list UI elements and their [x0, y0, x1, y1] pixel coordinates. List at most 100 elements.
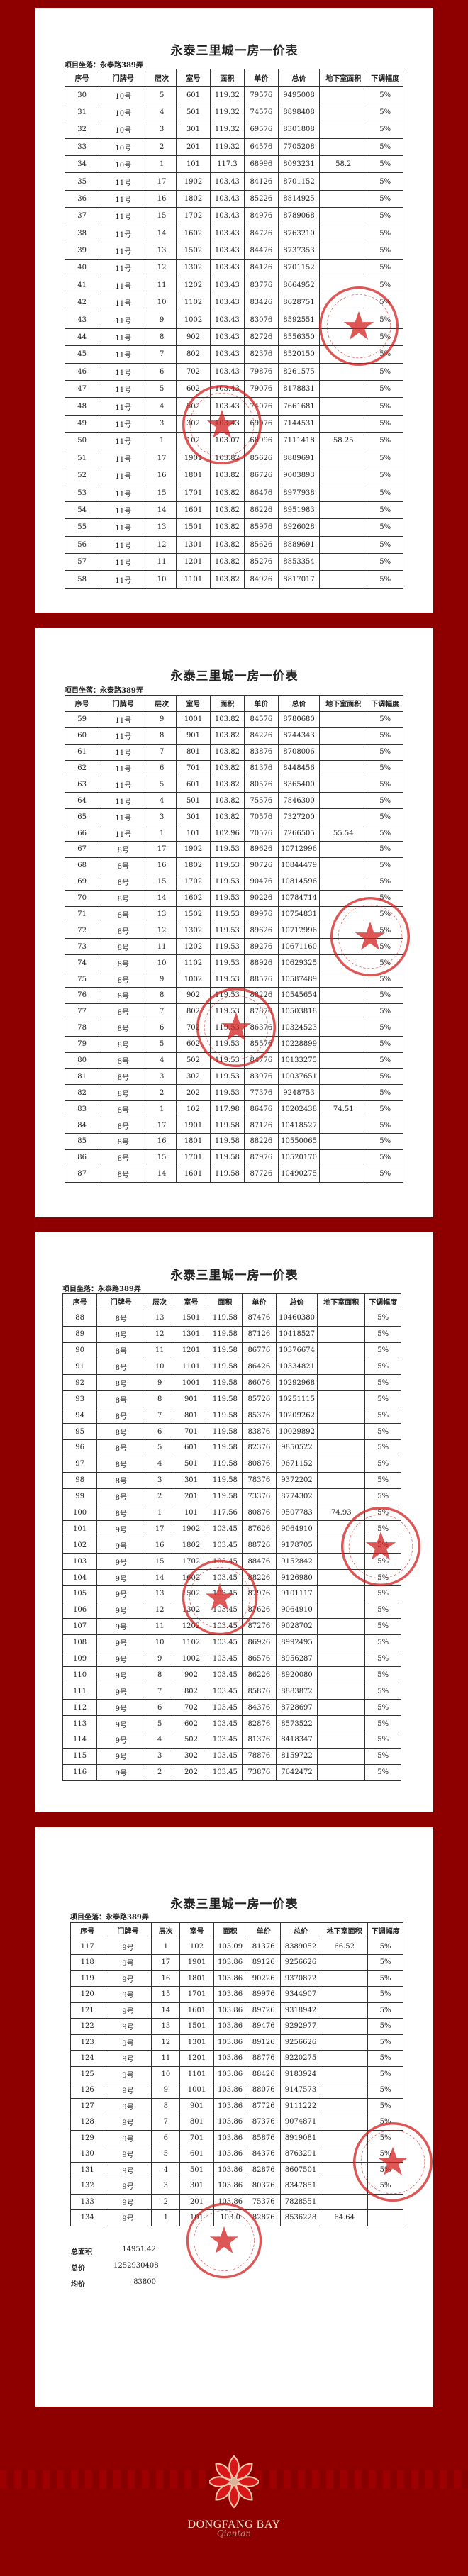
cell-building: 9号 [104, 2082, 152, 2099]
cell-total-price: 7327200 [277, 808, 321, 826]
cell-discount: 5% [367, 743, 403, 761]
table-row: 31 10号 4 501 119.32 74576 8898408 5% [64, 103, 403, 122]
cell-seq: 65 [64, 808, 100, 826]
cell-discount: 5% [364, 1520, 401, 1538]
cell-discount: 5% [367, 2034, 403, 2051]
cell-total-price: 7111418 [277, 432, 321, 450]
cell-area: 103.45 [208, 1699, 243, 1717]
cell-unit-price: 84926 [243, 570, 279, 589]
cell-seq: 95 [62, 1423, 98, 1441]
cell-area: 103.45 [208, 1715, 243, 1733]
cell-building: 11号 [99, 276, 148, 295]
cell-floor: 11 [147, 552, 177, 571]
cell-floor: 11 [147, 938, 177, 956]
cell-total-price: 8744343 [277, 727, 321, 745]
cell-basement-area [319, 1117, 368, 1134]
table-row: 91 8号 10 1101 119.58 86426 10334821 5% [62, 1358, 401, 1376]
cell-discount: 5% [367, 518, 403, 537]
cell-total-price: 10228899 [277, 1035, 321, 1053]
column-header-building: 门牌号 [96, 1293, 146, 1310]
cell-seq: 134 [69, 2209, 105, 2226]
cell-building: 9号 [96, 1585, 146, 1602]
cell-discount: 5% [367, 2178, 403, 2195]
cell-total-price: 8817017 [277, 570, 321, 589]
cell-room: 1502 [173, 1585, 209, 1602]
table-row: 60 11号 8 901 103.82 84226 8744343 5% [64, 727, 403, 745]
cell-seq: 59 [64, 710, 100, 728]
cell-total-price: 8883872 [275, 1683, 318, 1700]
cell-floor: 10 [147, 954, 177, 972]
cell-basement-area: 58.25 [319, 432, 368, 450]
table-row: 44 11号 8 902 103.43 82726 8556350 5% [64, 328, 403, 347]
cell-discount: 5% [364, 1309, 401, 1327]
cell-room: 1602 [173, 1569, 209, 1587]
cell-discount: 5% [367, 2050, 403, 2067]
cell-room: 1001 [179, 2082, 214, 2099]
cell-unit-price: 74576 [243, 103, 279, 122]
cell-basement-area [317, 1488, 366, 1505]
cell-building: 8号 [96, 1471, 146, 1489]
cell-floor: 5 [145, 1439, 174, 1456]
cell-room: 1002 [175, 311, 211, 329]
cell-floor: 7 [147, 1003, 177, 1020]
cell-floor: 8 [147, 328, 177, 347]
table-row: 101 9号 17 1902 103.45 87626 9064910 5% [62, 1520, 401, 1538]
cell-floor: 13 [147, 518, 177, 537]
cell-total-price: 8573522 [275, 1715, 318, 1733]
cell-building: 8号 [99, 987, 148, 1004]
cell-basement-area: 58.2 [319, 155, 368, 174]
cell-basement-area [321, 2129, 369, 2146]
cell-seq: 131 [69, 2161, 105, 2178]
cell-room: 1301 [175, 535, 211, 554]
cell-floor: 6 [147, 362, 177, 381]
cell-basement-area [319, 1068, 368, 1086]
table-row: 58 11号 10 1101 103.82 84926 8817017 5% [64, 570, 403, 589]
cell-room: 302 [175, 414, 211, 433]
cell-basement-area [317, 1342, 366, 1359]
cell-discount: 5% [367, 241, 403, 260]
brand-name: DONGFANG BAY [187, 2519, 281, 2531]
cell-basement-area [319, 987, 368, 1004]
cell-floor: 2 [147, 1084, 177, 1102]
cell-seq: 60 [64, 727, 100, 745]
cell-room: 101 [175, 825, 211, 842]
cell-seq: 46 [64, 362, 100, 381]
cell-seq: 38 [64, 224, 100, 242]
cell-room: 702 [175, 1019, 211, 1037]
cell-floor: 4 [145, 1732, 174, 1749]
cell-seq: 35 [64, 172, 100, 191]
cell-room: 1002 [175, 971, 211, 988]
cell-building: 9号 [104, 2002, 152, 2019]
cell-area: 119.53 [210, 889, 245, 907]
cell-area: 103.43 [210, 397, 245, 416]
cell-seq: 39 [64, 241, 100, 260]
cell-area: 119.53 [210, 938, 245, 956]
cell-room: 902 [173, 1666, 209, 1684]
cell-discount: 5% [367, 1100, 403, 1118]
cell-room: 1501 [173, 1309, 209, 1327]
cell-basement-area [321, 2082, 369, 2099]
cell-seq: 127 [69, 2097, 105, 2114]
cell-seq: 85 [64, 1133, 100, 1150]
table-row: 72 8号 12 1302 119.53 89626 10712996 5% [64, 922, 403, 939]
column-header-seq: 序号 [69, 1922, 105, 1939]
cell-room: 102 [175, 1100, 211, 1118]
cell-basement-area [317, 1374, 366, 1392]
table-row: 103 9号 15 1702 103.45 88476 9152842 5% [62, 1553, 401, 1571]
cell-building: 9号 [96, 1666, 146, 1684]
total-area-row: 总面积 14951.42 [71, 2246, 156, 2262]
cell-seq: 52 [64, 466, 100, 485]
cell-building: 11号 [99, 414, 148, 433]
table-row: 73 8号 11 1202 119.53 89276 10671160 5% [64, 938, 403, 956]
cell-room: 601 [173, 1439, 209, 1456]
cell-discount: 5% [367, 1035, 403, 1053]
cell-room: 1001 [175, 710, 211, 728]
cell-total-price: 10251115 [275, 1390, 318, 1408]
cell-total-price: 7846300 [277, 792, 321, 810]
cell-area: 103.86 [213, 2034, 247, 2051]
cell-total-price: 10503818 [277, 1003, 321, 1020]
cell-area: 103.86 [213, 2129, 247, 2146]
cell-discount: 5% [367, 432, 403, 450]
cell-floor: 3 [147, 121, 177, 139]
cell-unit-price: 86426 [241, 1358, 277, 1376]
